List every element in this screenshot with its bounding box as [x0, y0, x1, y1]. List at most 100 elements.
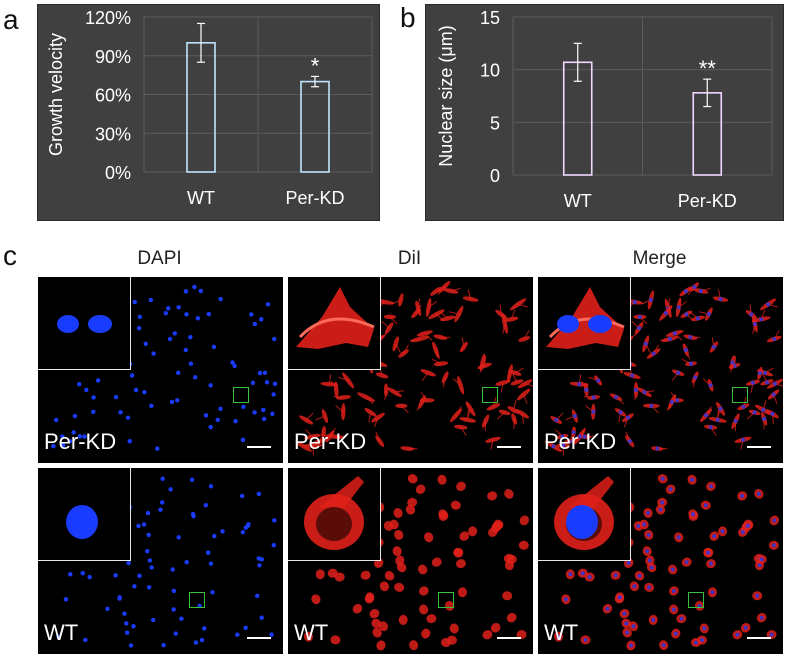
cell-nucleus: [149, 565, 154, 570]
cell-nucleus: [660, 476, 665, 481]
cell-membrane: [369, 609, 380, 619]
cell-nucleus: [772, 518, 777, 523]
cell-membrane: [488, 527, 498, 537]
cell-nucleus: [188, 361, 194, 366]
cell-membrane: [440, 315, 456, 322]
cell-membrane: [392, 546, 402, 557]
zoom-inset-image: [66, 505, 98, 539]
cell-nucleus: [661, 643, 666, 648]
cell-membrane: [495, 379, 511, 386]
cell-nucleus: [770, 411, 775, 416]
cell-nucleus: [571, 430, 576, 435]
cell-nucleus: [596, 378, 601, 383]
cell-nucleus: [711, 344, 716, 349]
cell-membrane: [509, 298, 527, 311]
cell-nucleus: [755, 593, 760, 598]
cell-membrane: [428, 309, 445, 320]
cell-nucleus: [698, 288, 703, 293]
cell-nucleus: [265, 302, 271, 307]
condition-label: Per-KD: [294, 429, 367, 454]
cell-membrane: [441, 371, 449, 384]
cell-nucleus: [255, 593, 260, 598]
cell-nucleus: [80, 571, 85, 576]
cell-membrane: [506, 554, 517, 564]
cell-nucleus: [197, 603, 202, 609]
cell-nucleus: [718, 406, 723, 411]
cell-nucleus: [683, 348, 688, 353]
cell-nucleus: [203, 413, 209, 418]
cell-nucleus: [561, 443, 566, 448]
cell-nucleus: [257, 563, 262, 568]
cell-nucleus: [77, 434, 83, 439]
cell-nucleus: [551, 444, 556, 449]
cell-nucleus: [745, 523, 750, 528]
cell-membrane: [418, 564, 428, 575]
cell-nucleus: [684, 560, 689, 565]
cell-nucleus: [199, 637, 205, 643]
cell-membrane: [504, 489, 514, 499]
error-bar-wt: [573, 42, 582, 82]
cell-nucleus: [688, 361, 693, 366]
cell-nucleus: [126, 560, 131, 566]
cell-nucleus: [577, 382, 582, 387]
cell-nucleus: [183, 347, 188, 353]
cell-nucleus: [192, 284, 197, 290]
micrograph-dii-per-kd: Per-KD: [288, 277, 533, 463]
x-tick-label: Per-KD: [285, 188, 344, 208]
cell-nucleus: [171, 588, 177, 594]
cell-membrane: [372, 627, 382, 638]
cell-nucleus: [146, 585, 152, 590]
cell-nucleus: [761, 407, 766, 412]
cell-nucleus: [184, 312, 189, 317]
cell-nucleus: [740, 437, 745, 442]
cell-nucleus: [759, 317, 764, 322]
cell-nucleus: [167, 336, 173, 342]
cell-membrane: [389, 519, 399, 530]
cell-nucleus: [630, 373, 635, 378]
cell-membrane: [450, 500, 461, 510]
cell-nucleus: [637, 573, 642, 578]
cell-nucleus: [672, 331, 677, 336]
cell-membrane: [375, 372, 389, 379]
cell-nucleus: [171, 607, 176, 612]
cell-nucleus: [51, 444, 56, 449]
y-axis-label: Growth velocity: [46, 33, 66, 156]
cell-nucleus: [208, 383, 213, 388]
cell-nucleus: [118, 410, 123, 415]
cell-nucleus: [60, 434, 65, 439]
scale-bar: [247, 636, 271, 639]
cell-nucleus: [161, 642, 166, 648]
cell-membrane: [454, 424, 468, 430]
cell-nucleus: [708, 425, 713, 430]
cell-nucleus: [693, 640, 698, 645]
cell-membrane: [378, 621, 389, 632]
cell-nucleus: [150, 617, 156, 623]
cell-nucleus: [269, 632, 274, 637]
cell-nucleus: [613, 573, 618, 578]
cell-nucleus: [637, 314, 642, 319]
cell-membrane: [371, 618, 382, 629]
cell-membrane: [487, 491, 498, 501]
cell-nucleus: [671, 607, 676, 612]
cell-nucleus: [202, 626, 207, 631]
cell-nucleus: [148, 297, 154, 303]
zoom-inset: [288, 468, 381, 561]
cell-membrane: [455, 559, 466, 569]
cell-membrane: [426, 614, 437, 624]
roi-box: [482, 387, 498, 403]
column-title-dapi: DAPI: [137, 248, 182, 269]
cell-nucleus: [762, 370, 767, 375]
cell-nucleus: [625, 415, 630, 420]
cell-membrane: [334, 572, 345, 582]
cell-nucleus: [208, 424, 213, 430]
micrograph-dii-wt: WT: [288, 468, 533, 654]
cell-nucleus: [271, 392, 276, 397]
cell-nucleus: [232, 363, 237, 369]
cell-nucleus: [740, 493, 745, 498]
cell-nucleus: [203, 503, 208, 508]
cell-membrane: [384, 322, 394, 335]
y-tick-label: 0%: [105, 163, 131, 183]
roi-box: [732, 387, 748, 403]
cell-nucleus: [649, 403, 654, 408]
cell-nucleus: [270, 411, 275, 416]
